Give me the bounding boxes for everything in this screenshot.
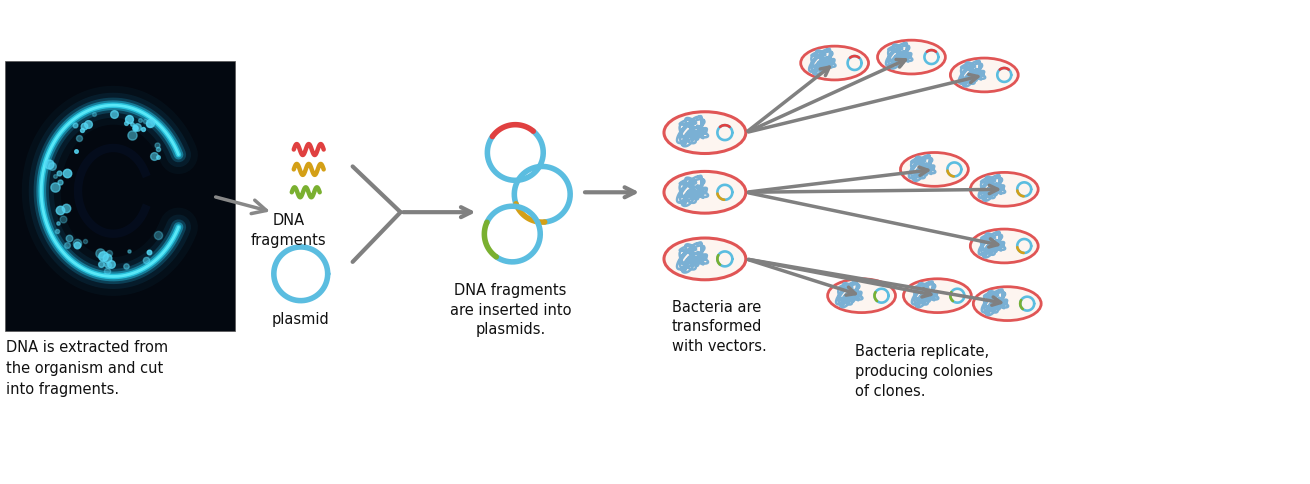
Ellipse shape — [971, 173, 1039, 207]
Text: DNA
fragments: DNA fragments — [252, 213, 326, 247]
Text: DNA fragments
are inserted into
plasmids.: DNA fragments are inserted into plasmids… — [449, 282, 571, 337]
Ellipse shape — [664, 239, 745, 280]
Ellipse shape — [900, 153, 968, 187]
Ellipse shape — [800, 47, 869, 81]
Ellipse shape — [828, 279, 896, 313]
Text: plasmid: plasmid — [272, 311, 330, 326]
Ellipse shape — [973, 287, 1041, 321]
Ellipse shape — [664, 112, 745, 154]
Ellipse shape — [904, 279, 971, 313]
Text: Bacteria are
transformed
with vectors.: Bacteria are transformed with vectors. — [672, 299, 766, 353]
Text: Bacteria replicate,
producing colonies
of clones.: Bacteria replicate, producing colonies o… — [854, 344, 993, 398]
Ellipse shape — [664, 172, 745, 214]
FancyBboxPatch shape — [5, 62, 234, 332]
Text: DNA is extracted from
the organism and cut
into fragments.: DNA is extracted from the organism and c… — [7, 340, 169, 396]
Ellipse shape — [971, 229, 1039, 263]
Ellipse shape — [950, 59, 1018, 92]
Ellipse shape — [878, 41, 946, 75]
